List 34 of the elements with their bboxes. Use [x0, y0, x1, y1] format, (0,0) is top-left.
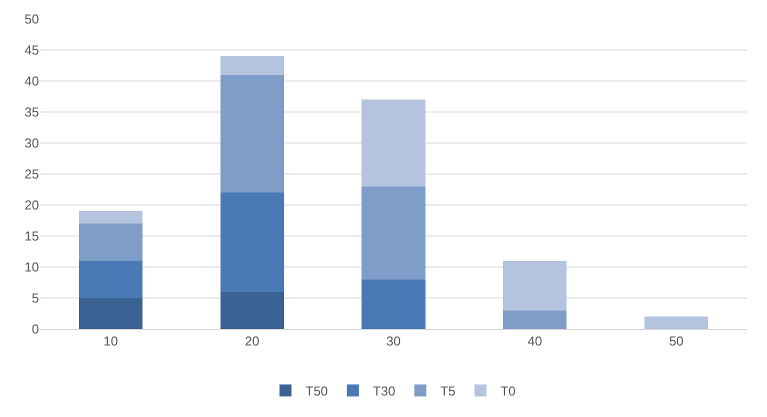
legend-label: T0	[500, 384, 516, 399]
bar	[644, 316, 708, 329]
y-tick-label: 20	[24, 198, 39, 213]
y-tick-label: 40	[24, 74, 39, 89]
legend-label: T50	[306, 384, 328, 399]
x-tick-label: 20	[244, 334, 260, 349]
legend-label: T5	[440, 384, 456, 399]
y-tick-label: 5	[32, 290, 39, 306]
bar	[362, 279, 426, 329]
legend-label: T30	[372, 384, 396, 399]
x-tick-label: 30	[386, 334, 401, 349]
bar	[78, 260, 143, 298]
y-tick-label: 45	[24, 42, 39, 58]
bar	[220, 292, 284, 329]
y-tick-label: 0	[32, 322, 39, 337]
y-tick-label: 30	[24, 136, 39, 151]
bar	[78, 211, 143, 224]
x-tick-label: 50	[669, 334, 684, 349]
bar	[503, 260, 567, 310]
bar	[503, 310, 567, 329]
bar	[362, 100, 426, 186]
bar	[220, 74, 284, 193]
bar	[220, 192, 284, 292]
bar	[362, 186, 426, 280]
y-tick-label: 25	[24, 166, 39, 182]
x-tick-label: 40	[528, 334, 542, 349]
x-tick-label: 10	[103, 334, 118, 349]
y-tick-label: 15	[24, 228, 39, 244]
bar	[78, 298, 143, 329]
y-tick-label: 50	[24, 12, 39, 27]
y-tick-label: 10	[24, 260, 39, 275]
bar	[78, 224, 143, 261]
y-tick-label: 35	[24, 104, 39, 120]
bar	[220, 56, 284, 75]
